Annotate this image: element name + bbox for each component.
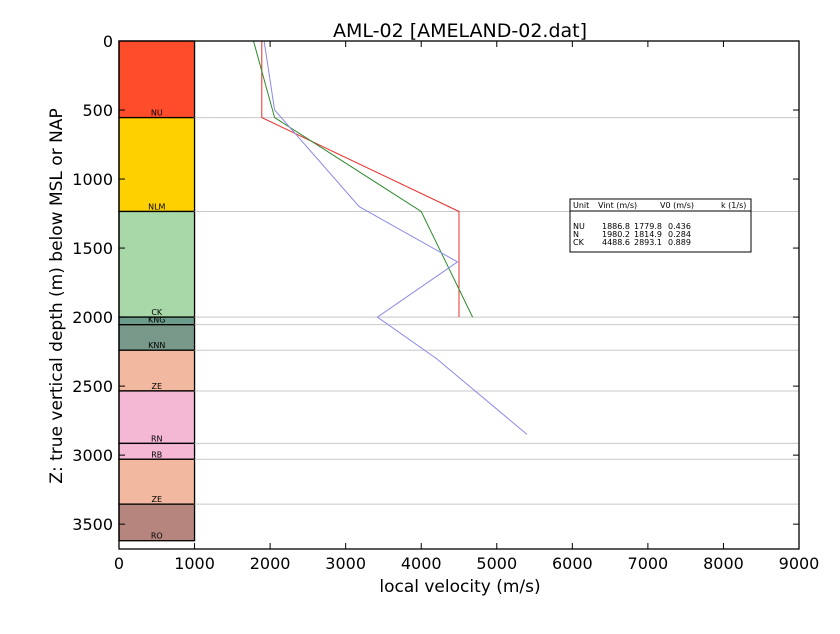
- lith-label-ro-9: RO: [151, 532, 163, 541]
- series-line-2: [263, 40, 528, 435]
- x-axis-label: local velocity (m/s): [379, 577, 540, 597]
- stats-cell-0-1: 1886.8: [602, 222, 630, 231]
- stats-cell-2-2: 2893.1: [634, 238, 662, 247]
- stats-header-0: Unit: [573, 201, 589, 210]
- x-tick-label-4: 4000: [401, 554, 442, 573]
- chart-title: AML-02 [AMELAND-02.dat]: [333, 20, 587, 42]
- y-tick-label-1: 500: [82, 101, 113, 120]
- stats-box: [569, 198, 752, 253]
- lith-label-knn-4: KNN: [148, 341, 165, 350]
- lith-label-nlm-1: NLM: [148, 202, 165, 211]
- y-tick-label-7: 3500: [72, 515, 113, 534]
- lith-label-rb-7: RB: [151, 450, 162, 459]
- lith-label-ck-2: CK: [151, 308, 163, 317]
- y-tick-label-0: 0: [103, 32, 113, 51]
- lith-unit-ck-2: [118, 210, 196, 318]
- y-tick-label-3: 1500: [72, 239, 113, 258]
- series-line-0: [261, 41, 460, 318]
- x-tick-label-8: 8000: [703, 554, 744, 573]
- y-axis-label: Z: true vertical depth (m) below MSL or …: [47, 108, 67, 483]
- x-tick-label-1: 1000: [174, 554, 215, 573]
- y-tick-label-2: 1000: [72, 170, 113, 189]
- y-tick-label-6: 3000: [72, 446, 113, 465]
- lith-label-ze-8: ZE: [152, 495, 163, 504]
- x-tick-label-3: 3000: [325, 554, 366, 573]
- stats-header-1: Vint (m/s): [598, 201, 637, 210]
- x-tick-label-7: 7000: [628, 554, 669, 573]
- x-tick-label-9: 9000: [779, 554, 820, 573]
- lith-unit-nlm-1: [118, 116, 196, 213]
- stats-cell-1-0: N: [573, 230, 579, 239]
- lith-unit-ro-9: [118, 503, 196, 542]
- stats-cell-0-2: 1779.8: [634, 222, 662, 231]
- lith-unit-knn-4: [118, 324, 196, 351]
- lith-label-rn-6: RN: [151, 434, 163, 443]
- stats-cell-1-3: 0.284: [668, 230, 691, 239]
- stats-header-2: V0 (m/s): [660, 201, 694, 210]
- x-tick-label-6: 6000: [552, 554, 593, 573]
- lith-label-kng-3: KNG: [148, 316, 165, 325]
- stats-cell-2-1: 4488.6: [602, 238, 630, 247]
- y-tick-label-4: 2000: [72, 308, 113, 327]
- stats-cell-0-0: NU: [573, 222, 585, 231]
- stats-cell-1-2: 1814.9: [634, 230, 662, 239]
- stats-cell-1-1: 1980.2: [602, 230, 630, 239]
- lith-label-ze-5: ZE: [152, 382, 163, 391]
- stats-header-3: k (1/s): [721, 201, 746, 210]
- x-tick-label-2: 2000: [250, 554, 291, 573]
- plot-frame: [118, 40, 800, 550]
- lith-unit-nu-0: [118, 40, 196, 119]
- stats-cell-0-3: 0.436: [668, 222, 691, 231]
- lith-label-nu-0: NU: [151, 109, 163, 118]
- stats-cell-2-0: CK: [573, 238, 585, 247]
- stats-cell-2-3: 0.889: [668, 238, 691, 247]
- x-tick-label-0: 0: [114, 554, 124, 573]
- y-tick-label-5: 2500: [72, 377, 113, 396]
- series-line-1: [253, 40, 474, 318]
- x-tick-label-5: 5000: [476, 554, 517, 573]
